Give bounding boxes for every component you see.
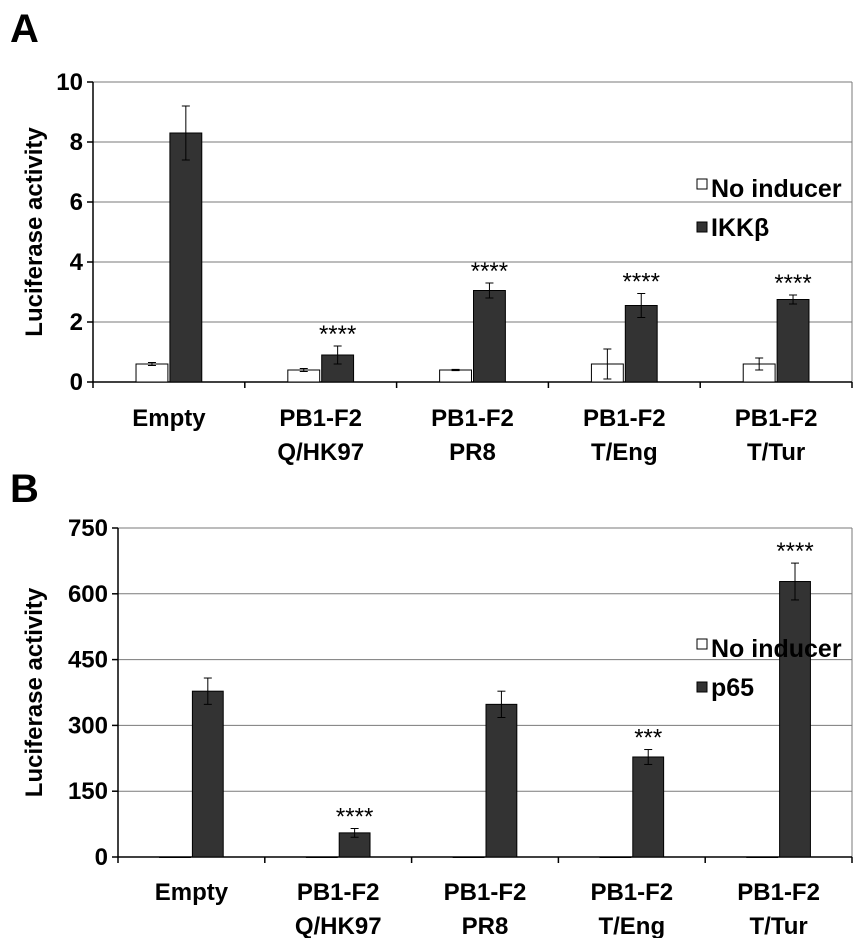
legend-swatch	[696, 221, 708, 233]
y-axis-label: Luciferase activity	[21, 587, 48, 797]
legend-swatch	[696, 681, 708, 693]
bar	[599, 856, 632, 858]
y-axis-label: Luciferase activity	[21, 127, 48, 337]
category-label: T/Eng	[598, 913, 665, 938]
y-tick-label: 2	[70, 309, 83, 336]
significance-marker: ****	[336, 803, 373, 830]
bar	[776, 299, 810, 383]
y-tick-label: 0	[95, 844, 108, 871]
category-label: T/Tur	[747, 439, 805, 466]
category-label: PB1-F2	[431, 405, 514, 432]
bar	[485, 703, 518, 858]
category-label: T/Eng	[591, 439, 658, 466]
y-tick-label: 0	[70, 369, 83, 396]
significance-marker: ****	[623, 269, 660, 296]
y-tick-label: 150	[68, 778, 108, 805]
category-label: T/Tur	[749, 913, 807, 938]
category-label: Empty	[155, 879, 229, 906]
bar	[135, 363, 169, 383]
y-tick-label: 10	[56, 69, 83, 96]
category-label: PB1-F2	[279, 405, 362, 432]
legend-swatch	[696, 178, 708, 190]
panel-label: A	[10, 7, 39, 51]
chart-panel-a: A 0 2 4 6 8 10 Luciferase activity Empty **** PB1-…	[10, 7, 853, 466]
legend-label: No inducer	[711, 635, 842, 663]
y-tick-label: 600	[68, 581, 108, 608]
category-label: Q/HK97	[295, 913, 382, 938]
bar	[473, 290, 506, 383]
legend-label: No inducer	[711, 175, 842, 203]
legend-label: IKKβ	[711, 214, 769, 242]
bar	[169, 132, 203, 383]
category-label: Q/HK97	[277, 439, 364, 466]
y-tick-label: 4	[70, 249, 84, 276]
significance-marker: ****	[774, 270, 811, 297]
category-label: PB1-F2	[735, 405, 818, 432]
category-label: PR8	[449, 439, 496, 466]
category-label: PB1-F2	[297, 879, 380, 906]
bar	[191, 690, 224, 858]
significance-marker: ****	[776, 538, 813, 565]
bar	[632, 756, 665, 858]
y-tick-label: 450	[68, 647, 108, 674]
bar	[746, 856, 779, 858]
y-tick-label: 750	[68, 515, 108, 542]
category-label: Empty	[132, 405, 206, 432]
bar	[779, 581, 811, 858]
legend-swatch	[696, 638, 708, 650]
y-tick-label: 8	[70, 129, 83, 156]
category-label: PB1-F2	[583, 405, 666, 432]
category-label: PB1-F2	[590, 879, 673, 906]
significance-marker: ****	[319, 321, 356, 348]
bar	[624, 305, 658, 383]
bar	[439, 369, 473, 383]
bar	[159, 856, 191, 858]
chart-panel-b: B 0 150 300 450 600 750 Luciferase activity Empt…	[10, 467, 853, 938]
category-label: PR8	[462, 913, 509, 938]
significance-marker: ****	[471, 258, 508, 285]
bar	[452, 856, 485, 858]
significance-marker: ***	[634, 725, 662, 752]
panel-label: B	[10, 467, 39, 511]
bar	[305, 856, 338, 858]
category-label: PB1-F2	[737, 879, 820, 906]
category-label: PB1-F2	[444, 879, 527, 906]
y-tick-label: 6	[70, 189, 83, 216]
legend-label: p65	[711, 674, 754, 702]
y-tick-label: 300	[68, 712, 108, 739]
